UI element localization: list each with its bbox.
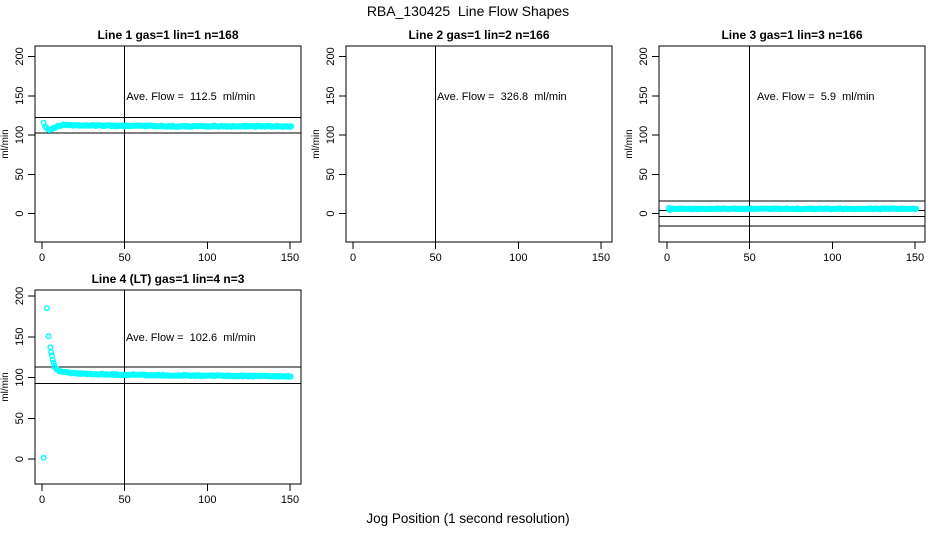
x-tick-label: 100 — [823, 252, 841, 264]
x-tick-label: 50 — [430, 252, 442, 264]
y-tick-label: 50 — [14, 412, 26, 424]
subplot-1: 0 50 100 150 0 50 100 150 200 ml/min Line 1 gas=1 … — [0, 28, 302, 264]
data-point — [50, 359, 57, 366]
plot-box — [345, 45, 613, 243]
x-tick-label: 150 — [281, 252, 299, 264]
x-tick-label: 0 — [664, 252, 670, 264]
x-tick-label: 50 — [744, 252, 756, 264]
x-tick-label: 100 — [198, 252, 216, 264]
y-tick-label: 200 — [325, 47, 337, 65]
x-tick-label: 100 — [509, 252, 527, 264]
ave-flow-annotation: Ave. Flow = 5.9 ml/min — [757, 91, 874, 103]
plot-box — [34, 289, 302, 485]
y-tick-label: 0 — [325, 210, 337, 216]
data-point — [287, 373, 294, 380]
y-tick-label: 150 — [638, 87, 650, 105]
x-tick-label: 150 — [281, 494, 299, 506]
subplot-title: Line 4 (LT) gas=1 lin=4 n=3 — [92, 272, 245, 286]
data-point — [44, 305, 51, 312]
y-tick-label: 150 — [14, 328, 26, 346]
x-tick-label: 0 — [39, 252, 45, 264]
subplot-3: 0 50 100 150 0 50 100 150 200 ml/min Line 3 gas=1 … — [624, 28, 926, 264]
x-tick-label: 150 — [592, 252, 610, 264]
data-point — [288, 123, 295, 130]
y-axis-label: ml/min — [0, 372, 11, 401]
y-tick-label: 100 — [14, 368, 26, 386]
ave-flow-annotation: Ave. Flow = 102.6 ml/min — [126, 332, 256, 344]
data-point — [40, 454, 47, 461]
data-point — [48, 349, 55, 356]
x-tick-label: 50 — [119, 494, 131, 506]
y-tick-label: 150 — [325, 87, 337, 105]
y-tick-label: 100 — [14, 126, 26, 144]
subplot-title: Line 1 gas=1 lin=1 n=168 — [97, 28, 238, 42]
plot-box — [658, 45, 926, 243]
y-tick-label: 150 — [14, 87, 26, 105]
figure-xlabel: Jog Position (1 second resolution) — [366, 511, 570, 526]
data-point — [45, 333, 52, 340]
data-point — [47, 344, 54, 351]
y-tick-label: 200 — [14, 47, 26, 65]
y-tick-label: 200 — [14, 287, 26, 305]
y-tick-label: 0 — [14, 210, 26, 216]
x-tick-label: 0 — [39, 494, 45, 506]
figure-title: RBA_130425 Line Flow Shapes — [366, 3, 570, 19]
y-tick-label: 50 — [14, 168, 26, 180]
ave-flow-annotation: Ave. Flow = 112.5 ml/min — [126, 91, 255, 103]
subplot-2: 0 50 100 150 0 50 100 150 200 ml/min Line 2 gas=1 … — [311, 28, 613, 264]
y-axis-label: ml/min — [311, 129, 322, 158]
y-axis-label: ml/min — [0, 129, 11, 158]
y-tick-label: 100 — [325, 126, 337, 144]
subplot-title: Line 2 gas=1 lin=2 n=166 — [408, 28, 549, 42]
plot-box — [34, 45, 302, 243]
ave-flow-annotation: Ave. Flow = 326.8 ml/min — [437, 91, 567, 103]
subplot-title: Line 3 gas=1 lin=3 n=166 — [721, 28, 862, 42]
x-tick-label: 0 — [350, 252, 356, 264]
y-tick-label: 100 — [638, 126, 650, 144]
y-tick-label: 50 — [325, 168, 337, 180]
x-tick-label: 50 — [119, 252, 131, 264]
x-tick-label: 100 — [198, 494, 216, 506]
x-tick-label: 150 — [906, 252, 924, 264]
data-point — [49, 356, 56, 363]
y-tick-label: 200 — [638, 47, 650, 65]
y-tick-label: 0 — [14, 456, 26, 462]
y-axis-label: ml/min — [624, 129, 635, 158]
subplot-4: 0 50 100 150 0 50 100 150 200 ml/min Line 4 (LT) g… — [0, 272, 302, 506]
data-point — [913, 205, 920, 212]
y-tick-label: 50 — [638, 168, 650, 180]
y-tick-label: 0 — [638, 210, 650, 216]
